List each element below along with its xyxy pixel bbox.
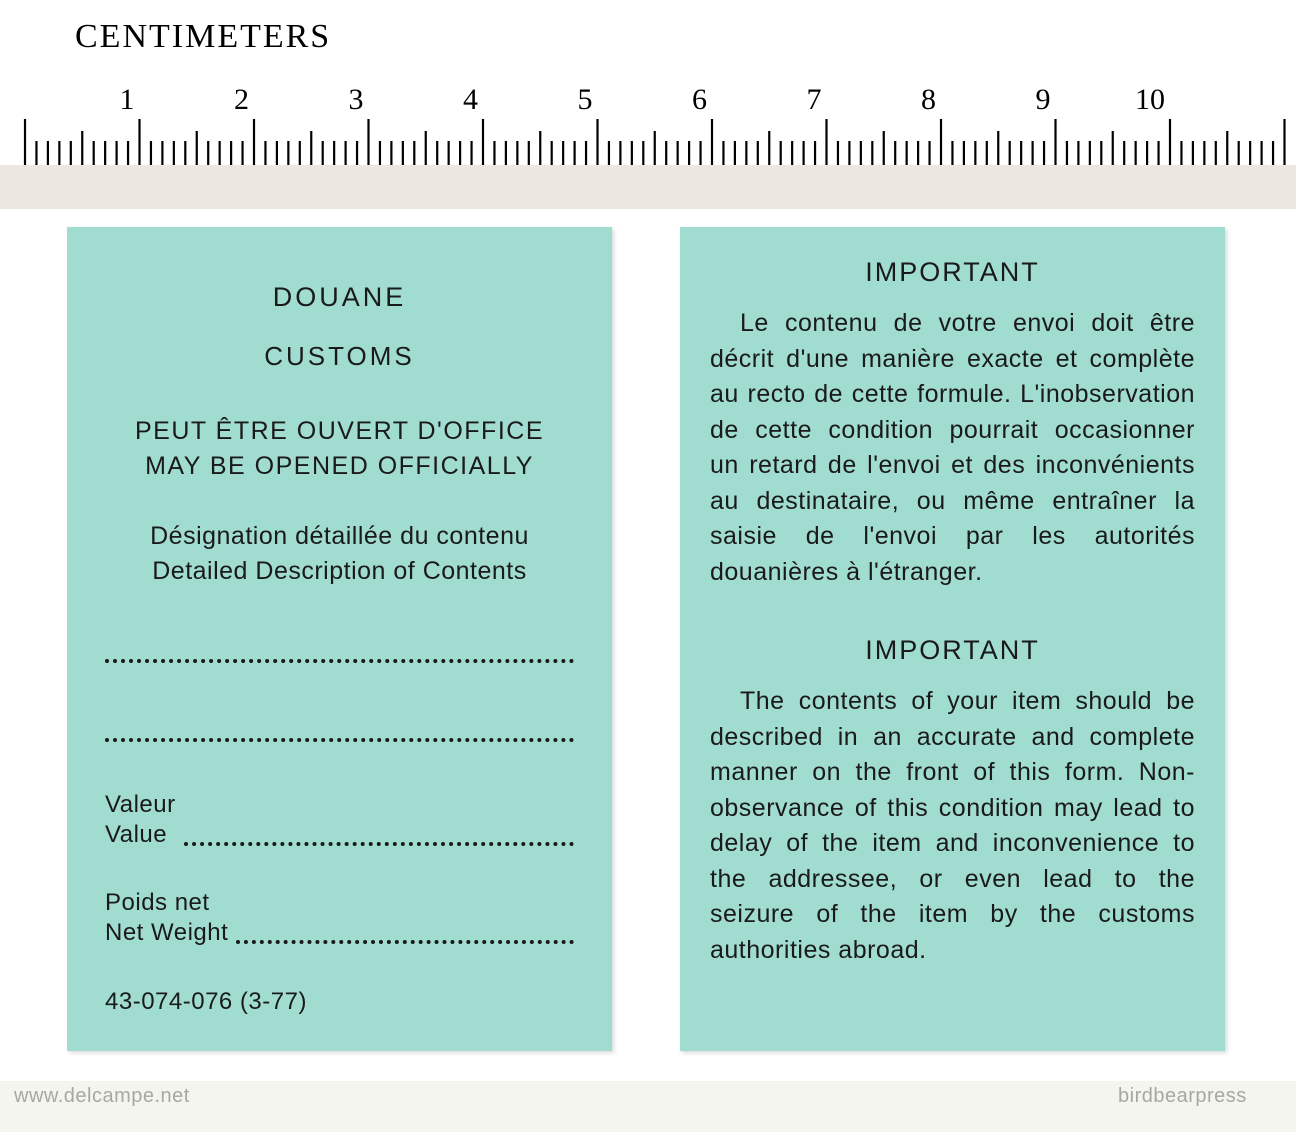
svg-text:1: 1	[120, 83, 135, 116]
form-code: 43-074-076 (3-77)	[105, 988, 574, 1016]
title-en: CUSTOMS	[67, 341, 612, 372]
customs-form-front: DOUANE CUSTOMS PEUT ÊTRE OUVERT D'OFFICE…	[67, 227, 612, 1051]
svg-text:7: 7	[807, 83, 822, 116]
svg-text:10: 10	[1135, 83, 1165, 116]
weight-line	[236, 940, 574, 944]
ruler-ticks: 1 2 3 4 5 6 7 8 9 10	[0, 58, 1296, 165]
value-field: Valeur Value	[105, 790, 574, 850]
watermark-seller: birdbearpress	[1118, 1085, 1247, 1108]
weight-fr: Poids net	[105, 889, 210, 916]
contents-line-1	[105, 659, 574, 663]
value-fr: Valeur	[105, 791, 176, 818]
important-heading-en: IMPORTANT	[680, 635, 1225, 666]
scan-gap	[0, 165, 1296, 209]
weight-field: Poids net Net Weight	[105, 888, 574, 948]
weight-labels: Poids net Net Weight	[105, 888, 236, 948]
ruler-label: CENTIMETERS	[75, 18, 331, 56]
weight-en: Net Weight	[105, 919, 228, 946]
opened-en: MAY BE OPENED OFFICIALLY	[145, 452, 534, 480]
svg-text:3: 3	[349, 83, 364, 116]
value-en: Value	[105, 821, 167, 848]
ruler-area: CENTIMETERS 1 2 3 4 5 6 7 8 9 10	[0, 0, 1296, 165]
value-labels: Valeur Value	[105, 790, 184, 850]
important-body-fr: Le contenu de votre envoi doit être décr…	[710, 306, 1195, 590]
value-line	[184, 842, 574, 846]
watermark-site: www.delcampe.net	[14, 1085, 190, 1108]
customs-form-back: IMPORTANT Le contenu de votre envoi doit…	[680, 227, 1225, 1051]
svg-text:9: 9	[1036, 83, 1051, 116]
cards-area: DOUANE CUSTOMS PEUT ÊTRE OUVERT D'OFFICE…	[0, 209, 1296, 1081]
important-heading-fr: IMPORTANT	[680, 257, 1225, 288]
contents-description-label: Désignation détaillée du contenu Detaile…	[67, 519, 612, 589]
desc-en: Detailed Description of Contents	[152, 557, 527, 585]
svg-text:2: 2	[234, 83, 249, 116]
contents-line-2	[105, 738, 574, 742]
important-body-en: The contents of your item should be desc…	[710, 684, 1195, 968]
title-fr: DOUANE	[67, 282, 612, 313]
opened-fr: PEUT ÊTRE OUVERT D'OFFICE	[135, 417, 544, 445]
svg-text:8: 8	[921, 83, 936, 116]
desc-fr: Désignation détaillée du contenu	[150, 522, 529, 550]
svg-text:4: 4	[463, 83, 478, 116]
opened-notice: PEUT ÊTRE OUVERT D'OFFICE MAY BE OPENED …	[67, 414, 612, 484]
svg-text:5: 5	[578, 83, 593, 116]
svg-text:6: 6	[692, 83, 707, 116]
